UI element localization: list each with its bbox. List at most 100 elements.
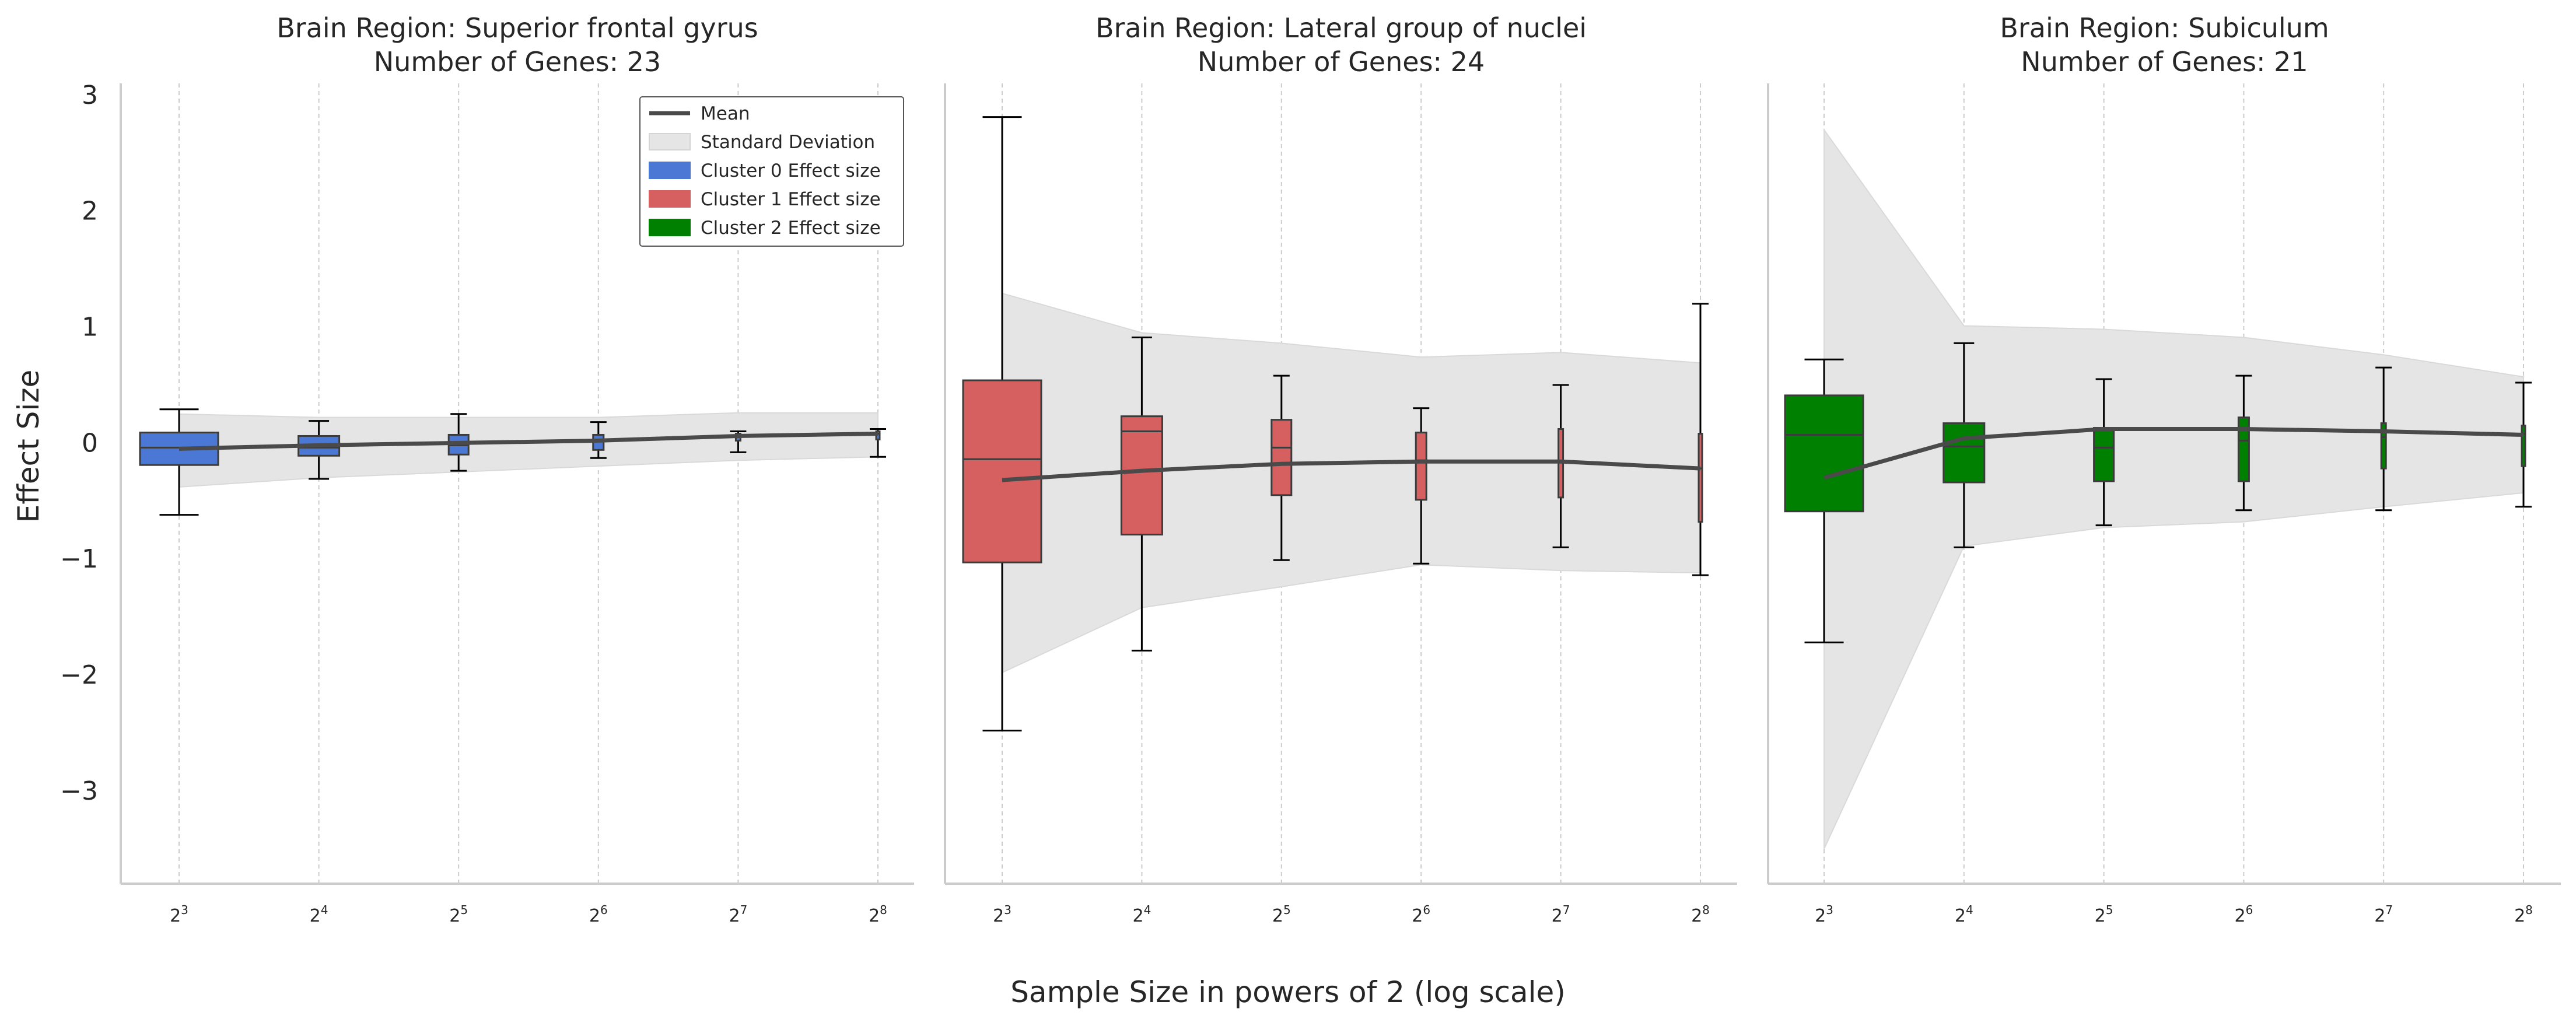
box-x3	[962, 116, 1042, 732]
x-tick-exponent: 6	[1423, 903, 1430, 917]
box-body	[2093, 427, 2115, 482]
x-tick-base: 2	[1412, 906, 1423, 926]
x-tick-exponent: 5	[460, 903, 468, 917]
panel-title: Brain Region: Lateral group of nuclei	[1096, 12, 1587, 44]
x-tick-base: 2	[2514, 906, 2525, 926]
box-body	[1784, 394, 1864, 513]
y-tick-label: −1	[60, 544, 98, 574]
x-tick-base: 2	[2095, 906, 2106, 926]
box-body	[1270, 419, 1293, 496]
x-tick-base: 2	[1955, 906, 1966, 926]
x-tick-exponent: 7	[1563, 903, 1570, 917]
legend-label: Mean	[701, 103, 750, 124]
legend-item: Standard Deviation	[649, 132, 875, 153]
x-tick-label: 25	[449, 903, 468, 926]
box-x4	[1120, 336, 1163, 652]
x-tick-label: 28	[869, 903, 887, 926]
y-tick-label: −3	[60, 776, 98, 806]
x-tick-label: 26	[589, 903, 608, 926]
x-tick-base: 2	[1272, 906, 1283, 926]
x-tick-exponent: 3	[1826, 903, 1833, 917]
x-tick-label: 24	[1132, 903, 1151, 926]
x-tick-exponent: 3	[181, 903, 188, 917]
x-tick-exponent: 6	[600, 903, 608, 917]
box-body	[2380, 422, 2387, 470]
x-tick-label: 27	[2374, 903, 2393, 926]
legend-frame	[639, 96, 904, 247]
x-tick-exponent: 4	[321, 903, 328, 917]
y-tick-label: 1	[82, 313, 98, 342]
box-x8	[2515, 381, 2532, 508]
box-body	[1415, 432, 1427, 501]
x-tick-base: 2	[869, 906, 880, 926]
panel-2: Brain Region: Lateral group of nucleiNum…	[944, 12, 1737, 926]
x-tick-exponent: 3	[1004, 903, 1012, 917]
box-x5	[2093, 378, 2115, 527]
mean-line	[178, 431, 878, 451]
y-tick-label: −2	[60, 660, 98, 690]
x-tick-base: 2	[449, 906, 460, 926]
box-x3	[1784, 358, 1864, 643]
x-tick-label: 28	[2514, 903, 2533, 926]
x-tick-exponent: 7	[740, 903, 748, 917]
x-tick-base: 2	[1815, 906, 1826, 926]
x-tick-label: 26	[1412, 903, 1430, 926]
x-tick-label: 24	[1955, 903, 1973, 926]
x-tick-base: 2	[1691, 906, 1702, 926]
panel-subtitle: Number of Genes: 23	[374, 46, 661, 78]
x-tick-base: 2	[729, 906, 740, 926]
x-tick-label: 25	[1272, 903, 1291, 926]
mean-line	[1002, 459, 1701, 482]
x-tick-exponent: 7	[2385, 903, 2393, 917]
box-body	[1120, 415, 1163, 535]
panels: Brain Region: Superior frontal gyrusNumb…	[60, 12, 2561, 926]
x-tick-label: 27	[1552, 903, 1570, 926]
x-tick-base: 2	[589, 906, 600, 926]
box-body	[2521, 425, 2526, 467]
legend-label: Cluster 2 Effect size	[701, 218, 881, 239]
x-tick-exponent: 4	[1144, 903, 1152, 917]
legend-item: Mean	[649, 103, 750, 124]
x-tick-exponent: 8	[1702, 903, 1710, 917]
legend-patch-swatch	[649, 219, 691, 236]
legend-label: Cluster 1 Effect size	[701, 189, 881, 210]
x-tick-exponent: 8	[2525, 903, 2533, 917]
y-tick-label: 2	[82, 197, 98, 226]
x-tick-exponent: 8	[880, 903, 887, 917]
panel-title: Brain Region: Subiculum	[2000, 12, 2329, 44]
x-axis-label: Sample Size in powers of 2 (log scale)	[1010, 975, 1566, 1009]
x-tick-base: 2	[993, 906, 1004, 926]
mean-line	[1824, 427, 2524, 480]
x-tick-label: 23	[170, 903, 188, 926]
panel-title: Brain Region: Superior frontal gyrus	[276, 12, 758, 44]
y-tick-label: 3	[82, 80, 98, 110]
legend-label: Cluster 0 Effect size	[701, 160, 881, 181]
legend-label: Standard Deviation	[701, 132, 875, 153]
x-tick-exponent: 5	[1283, 903, 1291, 917]
x-tick-label: 23	[993, 903, 1012, 926]
x-tick-exponent: 5	[2106, 903, 2113, 917]
panel-subtitle: Number of Genes: 24	[1198, 46, 1485, 78]
legend-item: Cluster 2 Effect size	[649, 218, 881, 239]
box-body	[962, 379, 1042, 563]
box-body	[2237, 416, 2250, 482]
x-tick-base: 2	[2374, 906, 2385, 926]
x-tick-label: 28	[1691, 903, 1710, 926]
x-tick-exponent: 6	[2246, 903, 2253, 917]
x-tick-label: 24	[310, 903, 328, 926]
legend-patch-swatch	[649, 190, 691, 208]
x-tick-base: 2	[310, 906, 321, 926]
legend-item: Cluster 0 Effect size	[649, 160, 881, 181]
x-tick-exponent: 4	[1966, 903, 1973, 917]
x-tick-label: 26	[2234, 903, 2253, 926]
y-axis-label-group: Effect Size	[12, 370, 46, 523]
x-tick-base: 2	[170, 906, 181, 926]
legend-patch-swatch	[649, 133, 691, 150]
legend-item: Cluster 1 Effect size	[649, 189, 881, 210]
y-tick-label: 0	[82, 428, 98, 458]
legend-patch-swatch	[649, 162, 691, 179]
x-tick-base: 2	[2234, 906, 2245, 926]
legend: Mean Standard Deviation Cluster 0 Effect s…	[639, 96, 904, 247]
